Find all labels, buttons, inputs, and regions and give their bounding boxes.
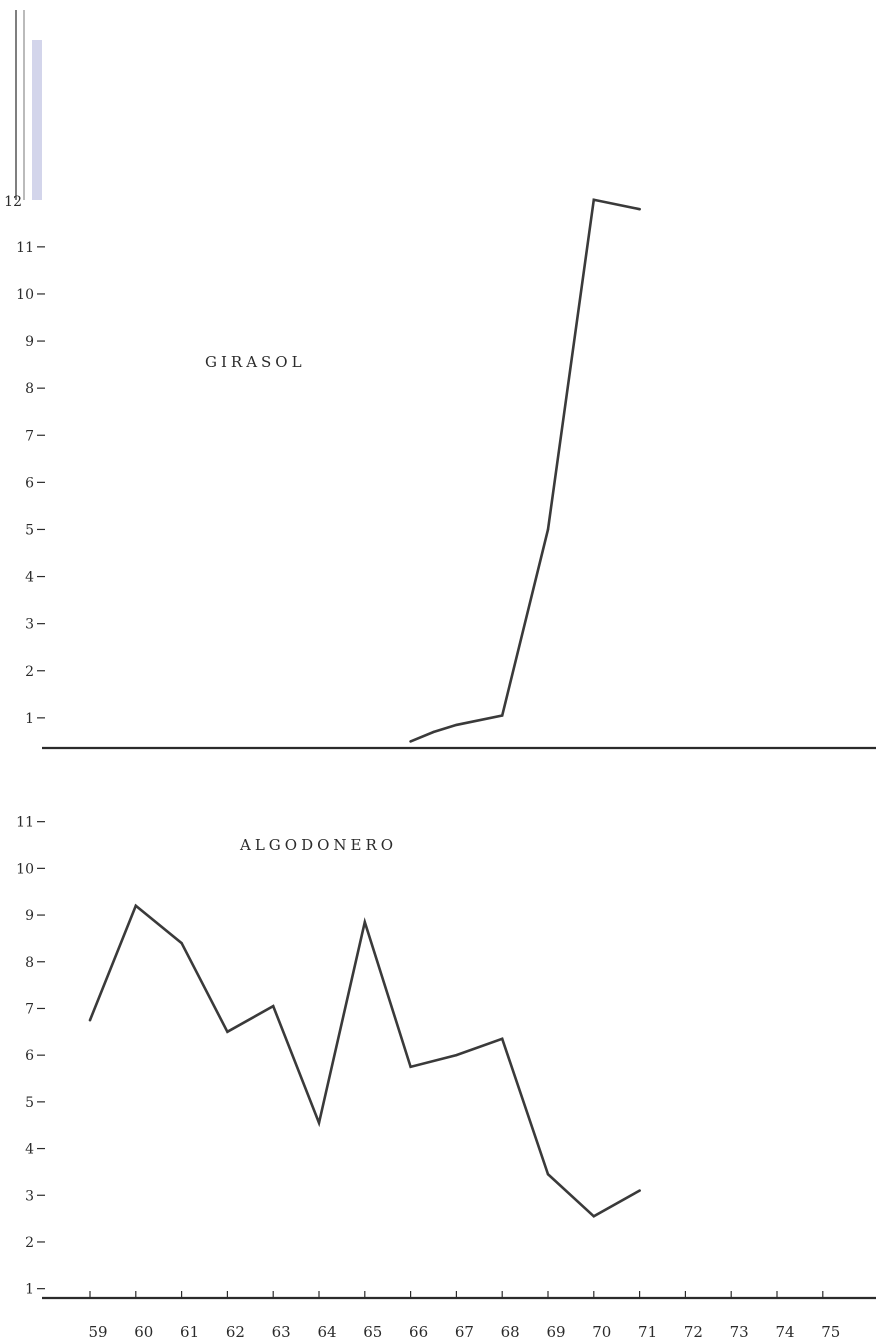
algodonero-x-tick-label: 61 [180,1323,199,1341]
algodonero-x-tick-label: 75 [821,1323,840,1341]
algodonero-y-tick-label: 11 [16,815,34,831]
algodonero-y-tick-label: 10 [16,861,34,877]
algodonero-data-point [272,1004,275,1008]
girasol-y-tick-label: 2 [25,664,34,680]
algodonero-x-tick-label: 64 [317,1323,336,1341]
girasol-y-tick-label: 8 [25,381,34,397]
algodonero-x-tick-label: 63 [272,1323,291,1341]
algodonero-x-tick-label: 62 [226,1323,245,1341]
girasol-data-point [501,714,504,717]
girasol-y-tick-label: 9 [25,334,34,350]
algodonero-x-tick-label: 71 [638,1323,657,1341]
algodonero-y-tick-label: 3 [25,1188,34,1204]
algodonero-data-point [501,1037,504,1041]
algodonero-x-tick-label: 72 [684,1323,703,1341]
algodonero-x-tick-label: 59 [88,1323,107,1341]
algodonero-y-tick-label: 2 [25,1235,34,1251]
algodonero-x-tick-label: 60 [134,1323,153,1341]
girasol-series [409,198,641,743]
girasol-y-tick-label: 5 [25,522,34,538]
girasol-y-tick-label: 12 [4,194,22,210]
algodonero-data-point [455,1053,458,1057]
algodonero-data-point [409,1065,412,1069]
algodonero-data-point [363,920,366,924]
algodonero-y-tick-label: 9 [25,908,34,924]
algodonero-data-point [88,1018,92,1022]
girasol-y-tick-label: 7 [25,428,34,444]
algodonero-x-tick-label: 68 [501,1323,520,1341]
girasol-y-tick-label: 6 [25,475,34,491]
algodonero-y-tick-label: 7 [25,1001,34,1017]
girasol-data-point [409,740,412,743]
algodonero-title: ALGODONERO [239,836,397,854]
girasol-data-point [638,207,641,211]
algodonero-x-tick-label: 74 [775,1323,794,1341]
algodonero-y-tick-label: 5 [25,1095,34,1111]
algodonero-series-line [88,903,641,1218]
algodonero-x-tick-label: 69 [546,1323,565,1341]
algodonero-data-point [317,1121,321,1125]
algodonero-y-tick-label: 8 [25,955,34,971]
girasol-data-point [432,730,435,734]
algodonero-x-tick-label: 65 [363,1323,382,1341]
algodonero-data-point [592,1215,595,1218]
algodonero-data-point [546,1173,550,1176]
algodonero-x-ticks: 59 60 61 62 63 64 65 66 67 68 69 70 71 72 73 74 75 [88,1291,840,1341]
girasol-title: GIRASOL [205,353,306,371]
algodonero-data-point [180,941,183,945]
algodonero-x-tick-label: 70 [592,1323,611,1341]
algodonero-data-point [638,1189,641,1192]
algodonero-data-point [226,1030,229,1034]
girasol-y-tick-label: 11 [16,240,34,256]
girasol-y-tick-label: 10 [16,287,34,303]
algodonero-x-tick-label: 66 [409,1323,428,1341]
algodonero-y-tick-label: 1 [25,1282,34,1298]
girasol-data-point [455,723,458,727]
girasol-y-tick-label: 1 [25,711,34,727]
algodonero-y-ticks: 1 2 3 4 5 6 7 8 9 10 11 [16,815,45,1298]
girasol-series-line [409,198,641,743]
algodonero-series [88,903,641,1218]
girasol-y-tick-label: 3 [25,617,34,633]
top-left-fragment [15,10,42,200]
girasol-data-point [592,198,595,201]
algodonero-x-tick-label: 67 [455,1323,474,1341]
algodonero-y-tick-label: 6 [25,1048,34,1064]
girasol-y-tick-label: 4 [25,570,34,586]
algodonero-data-point [134,904,137,907]
algodonero-x-tick-label: 73 [730,1323,749,1341]
girasol-data-point [546,528,550,531]
algodonero-y-tick-label: 4 [25,1142,34,1158]
